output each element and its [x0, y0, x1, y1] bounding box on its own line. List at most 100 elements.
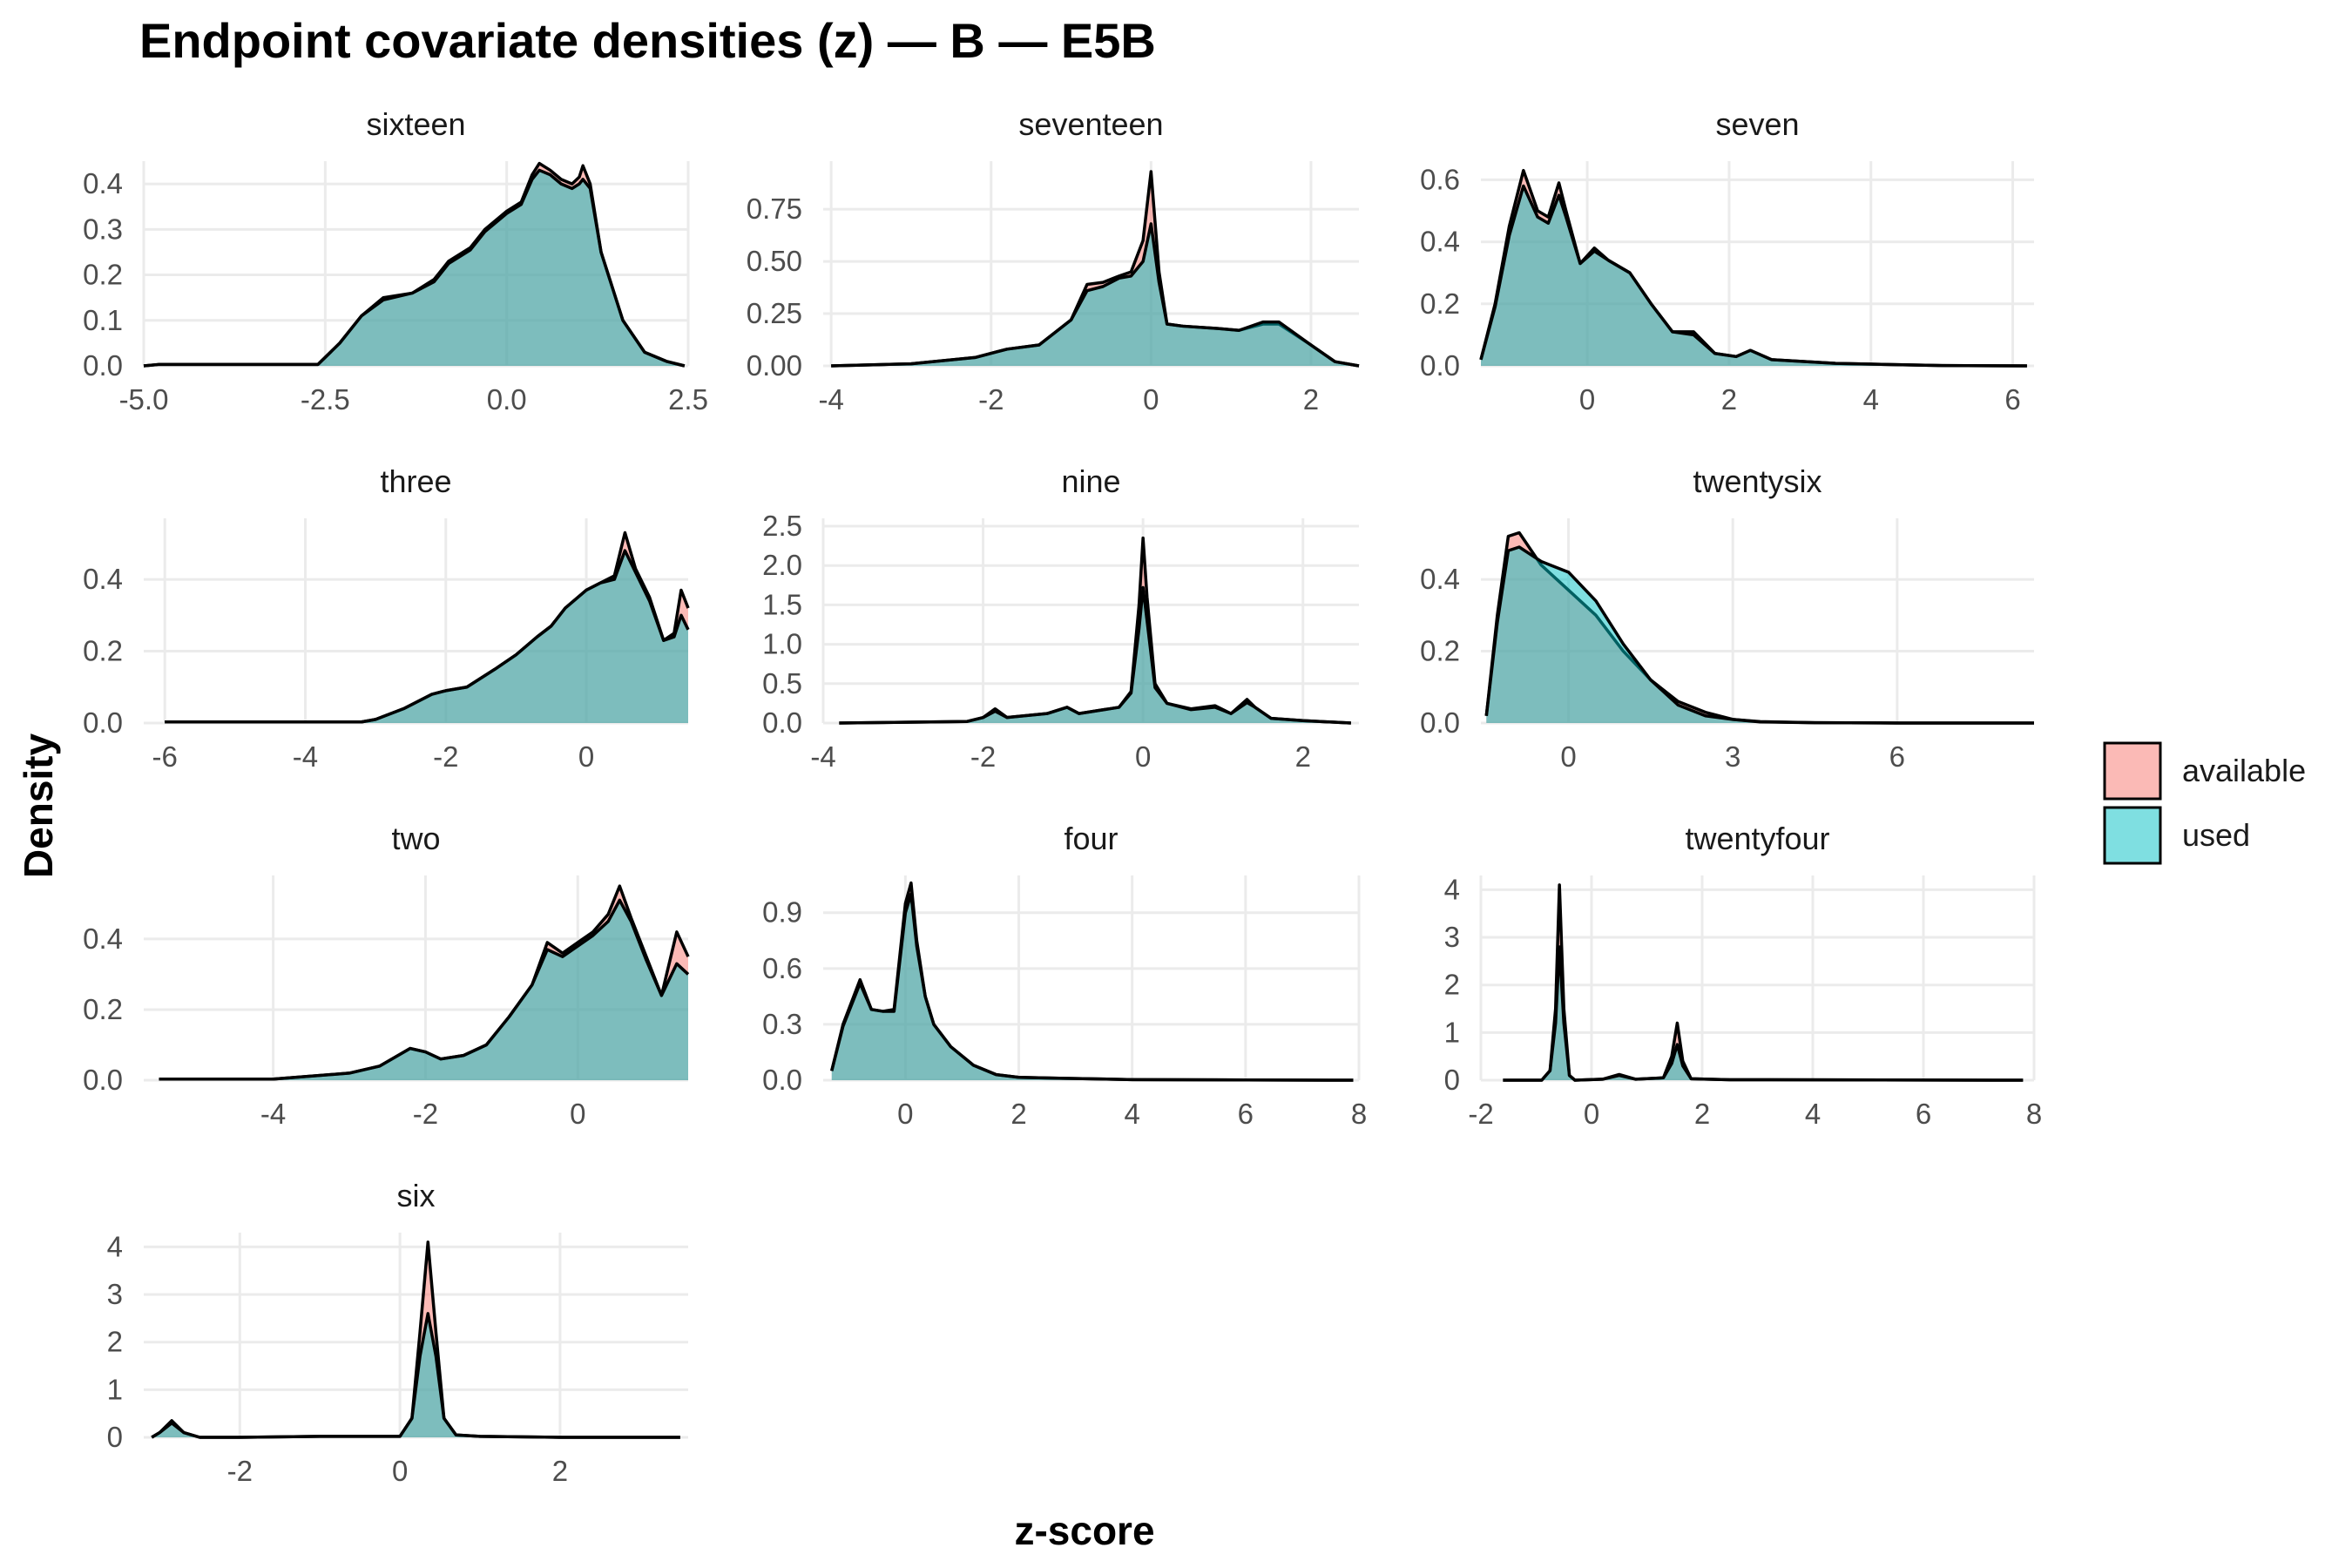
y-tick-label: 0.2	[1420, 287, 1460, 320]
x-tick-label: 6	[1889, 740, 1905, 773]
panel-twentysix: twentysix 0.0 0.2 0.4 0 3 6	[1420, 463, 2034, 773]
density-area-used	[159, 900, 688, 1080]
density-line-used	[1503, 945, 2024, 1082]
chart-title: Endpoint covariate densities (z) — B — E…	[139, 13, 1156, 68]
panel-title: six	[397, 1178, 436, 1213]
y-tick-label: 0.5	[762, 667, 802, 700]
density-line-used	[831, 222, 1360, 368]
y-tick-label: 0.9	[762, 896, 802, 929]
y-tick-label: 0.3	[762, 1008, 802, 1040]
x-tick-label: -4	[293, 740, 318, 773]
x-tick-label: 2	[552, 1455, 568, 1487]
density-line-used	[1484, 545, 2034, 725]
density-line-used	[151, 1312, 680, 1439]
x-tick-label: -2	[433, 740, 458, 773]
legend-key-available	[2103, 741, 2162, 801]
panel-six: six 0 1 2 3 4 -2 0 2	[107, 1178, 688, 1487]
facet-panels: sixteen 0.0 0.1 0.2 0.3 0.4 -5.0 -2.5 0.0 2.5 seve…	[83, 106, 2042, 1487]
panel-title: three	[380, 463, 451, 499]
x-tick-label: -2	[970, 740, 996, 773]
x-tick-label: 2.5	[668, 383, 708, 416]
x-tick-label: 0	[1584, 1098, 1599, 1130]
panel-four: four 0.0 0.3 0.6 0.9 0 2 4 6 8	[762, 821, 1367, 1130]
density-area-used	[1481, 186, 2027, 366]
y-tick-label: 0	[1444, 1064, 1460, 1096]
y-tick-label: 0.0	[83, 349, 123, 382]
x-tick-label: 0	[1560, 740, 1576, 773]
x-tick-label: -2	[227, 1455, 253, 1487]
y-tick-label: 0.4	[83, 563, 123, 595]
legend-key-used	[2103, 806, 2162, 865]
y-tick-label: 0	[107, 1421, 123, 1453]
x-tick-label: 0	[897, 1098, 913, 1130]
y-tick-label: 0.50	[747, 245, 802, 277]
y-tick-label: 0.4	[1420, 563, 1460, 595]
x-tick-label: 0	[1135, 740, 1151, 773]
y-tick-label: 0.0	[83, 1064, 123, 1096]
y-tick-label: 0.2	[1420, 635, 1460, 667]
density-area-used	[152, 1313, 680, 1437]
y-tick-label: 0.3	[83, 213, 123, 245]
panel-title: two	[391, 821, 440, 856]
density-area-used	[1503, 946, 2024, 1080]
y-tick-label: 0.2	[83, 993, 123, 1025]
y-tick-label: 0.0	[1420, 706, 1460, 739]
x-tick-label: 2	[1694, 1098, 1710, 1130]
x-tick-label: 8	[1351, 1098, 1367, 1130]
y-tick-label: 0.0	[762, 1064, 802, 1096]
y-tick-label: 0.0	[1420, 349, 1460, 382]
y-tick-label: 0.4	[83, 923, 123, 955]
y-tick-label: 1.5	[762, 588, 802, 620]
panel-title: seventeen	[1018, 106, 1163, 142]
density-area-used	[831, 894, 1354, 1080]
x-tick-label: 0	[1143, 383, 1159, 416]
y-tick-label: 2	[107, 1326, 123, 1358]
y-tick-label: 0.6	[1420, 163, 1460, 195]
x-tick-label: 6	[1238, 1098, 1254, 1130]
density-line-used	[143, 168, 686, 368]
y-tick-label: 0.2	[83, 259, 123, 291]
density-area-used	[1486, 546, 2034, 723]
y-axis-title: Density	[16, 733, 61, 879]
x-tick-label: 6	[1916, 1098, 1931, 1130]
x-tick-label: -2	[413, 1098, 438, 1130]
y-tick-label: 3	[107, 1278, 123, 1310]
y-tick-label: 0.2	[83, 635, 123, 667]
y-tick-label: 3	[1444, 921, 1460, 953]
x-tick-label: 0	[392, 1455, 408, 1487]
density-line-used	[839, 585, 1351, 725]
y-tick-label: 0.00	[747, 349, 802, 382]
y-tick-label: 4	[107, 1230, 123, 1262]
density-area-used	[831, 223, 1359, 366]
panel-title: seven	[1715, 106, 1799, 142]
panel-title: twentysix	[1693, 463, 1821, 499]
panel-title: twentyfour	[1685, 821, 1829, 856]
x-tick-label: -6	[152, 740, 178, 773]
density-line-used	[830, 892, 1354, 1082]
x-tick-label: 2	[1295, 740, 1311, 773]
density-line-available	[1503, 883, 2024, 1082]
density-area-used	[144, 170, 685, 366]
x-axis-title: z-score	[1014, 1508, 1154, 1553]
x-tick-label: -2	[978, 383, 1004, 416]
panel-seven: seven 0.0 0.2 0.4 0.6 0 2 4 6	[1420, 106, 2034, 416]
y-tick-label: 2.5	[762, 510, 802, 542]
y-tick-label: 0.4	[83, 167, 123, 199]
x-tick-label: 6	[2004, 383, 2020, 416]
legend: available used	[2103, 741, 2306, 865]
panel-seventeen: seventeen 0.00 0.25 0.50 0.75 -4 -2 0 2	[747, 106, 1360, 416]
x-tick-label: -4	[810, 740, 835, 773]
legend-label-available: available	[2182, 753, 2306, 788]
panel-sixteen: sixteen 0.0 0.1 0.2 0.3 0.4 -5.0 -2.5 0.0 2.5	[83, 106, 708, 416]
panel-nine: nine 0.0 0.5 1.0 1.5 2.0 2.5 -4 -2 0 2	[762, 463, 1359, 773]
x-tick-label: 8	[2026, 1098, 2042, 1130]
density-area-available	[1503, 884, 2024, 1080]
x-tick-label: -4	[819, 383, 844, 416]
x-tick-label: 2	[1721, 383, 1737, 416]
panel-title: sixteen	[366, 106, 465, 142]
density-line-used	[1479, 184, 2027, 368]
x-tick-label: -4	[260, 1098, 286, 1130]
y-tick-label: 4	[1444, 873, 1460, 905]
